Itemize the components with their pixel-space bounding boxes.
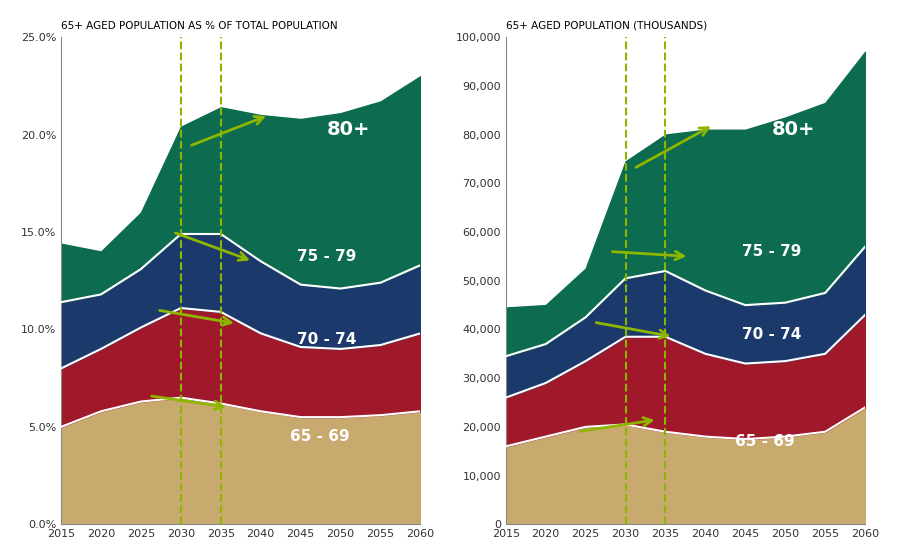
Text: 75 - 79: 75 - 79 xyxy=(297,249,356,264)
Text: 65 - 69: 65 - 69 xyxy=(734,435,795,449)
Text: 70 - 74: 70 - 74 xyxy=(297,332,356,347)
Text: 80+: 80+ xyxy=(327,120,370,138)
Text: 65+ AGED POPULATION AS % OF TOTAL POPULATION: 65+ AGED POPULATION AS % OF TOTAL POPULA… xyxy=(61,21,338,31)
Text: 75 - 79: 75 - 79 xyxy=(742,244,801,259)
Text: 70 - 74: 70 - 74 xyxy=(742,327,801,342)
Text: 80+: 80+ xyxy=(771,120,815,138)
Text: 65 - 69: 65 - 69 xyxy=(290,430,349,445)
Text: 65+ AGED POPULATION (THOUSANDS): 65+ AGED POPULATION (THOUSANDS) xyxy=(506,21,707,31)
